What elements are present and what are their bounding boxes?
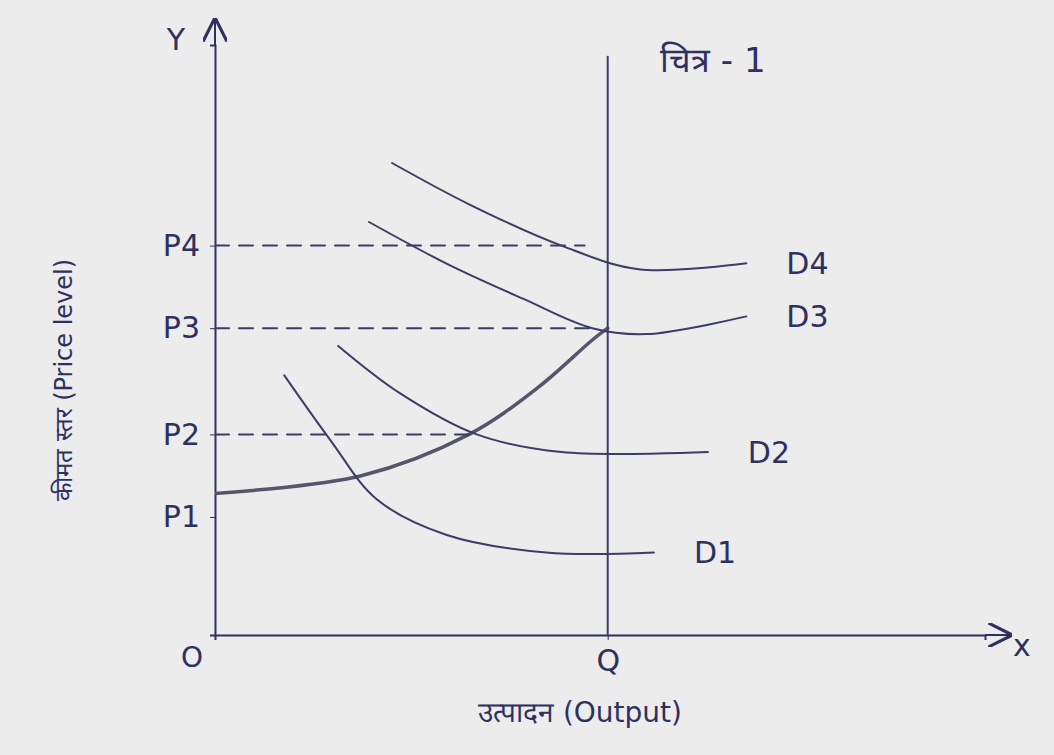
tick-label: P1 (163, 499, 200, 534)
supply-curve (215, 328, 608, 493)
y-axis-title: कीमत स्तर (Price level) (50, 259, 78, 501)
tick-mark (608, 635, 609, 640)
series-label: D3 (786, 299, 828, 334)
demand-curve (369, 222, 746, 334)
axis-end-label: x (1013, 628, 1031, 663)
tick-mark (210, 246, 215, 247)
axis-end-label: Y (166, 22, 186, 57)
guide-line (215, 327, 592, 329)
axis-line (210, 46, 216, 636)
tick-label: Q (596, 643, 620, 678)
y-axis: P1 P2 P3 P4 (163, 46, 216, 636)
series-label: D1 (694, 535, 736, 570)
axis-arrow (214, 20, 216, 45)
guide-line (215, 433, 469, 435)
axis-arrow (985, 634, 1010, 636)
tick-mark (210, 434, 215, 435)
x-axis: Q (216, 635, 986, 678)
tick: P1 (163, 499, 215, 534)
title: चित्र - 1 (660, 40, 766, 80)
tick-label: P2 (163, 417, 200, 452)
guide-line (215, 245, 585, 247)
tick: P2 (163, 417, 215, 452)
tick-label: P3 (163, 310, 200, 345)
demand-curve (284, 375, 654, 553)
series-label: D4 (786, 246, 828, 281)
demand-curve (338, 346, 708, 454)
origin-label: O (181, 641, 203, 674)
axis-line (216, 636, 986, 641)
tick: P3 (163, 310, 215, 345)
tick-mark (210, 328, 215, 329)
plot-area (215, 57, 746, 635)
x-axis-title: उत्पादन (Output) (478, 696, 682, 729)
tick-mark (210, 517, 215, 518)
demand-curve (392, 163, 746, 270)
series-label: D2 (748, 435, 790, 470)
supply-curve (607, 57, 609, 635)
tick: P4 (163, 228, 215, 263)
chart: Q P1 P2 P3 P4 D1 D2 D3 D4 चित्र - 1 उत्पादन (Outpu… (0, 0, 1054, 755)
tick: Q (596, 635, 620, 678)
tick-label: P4 (163, 228, 200, 263)
